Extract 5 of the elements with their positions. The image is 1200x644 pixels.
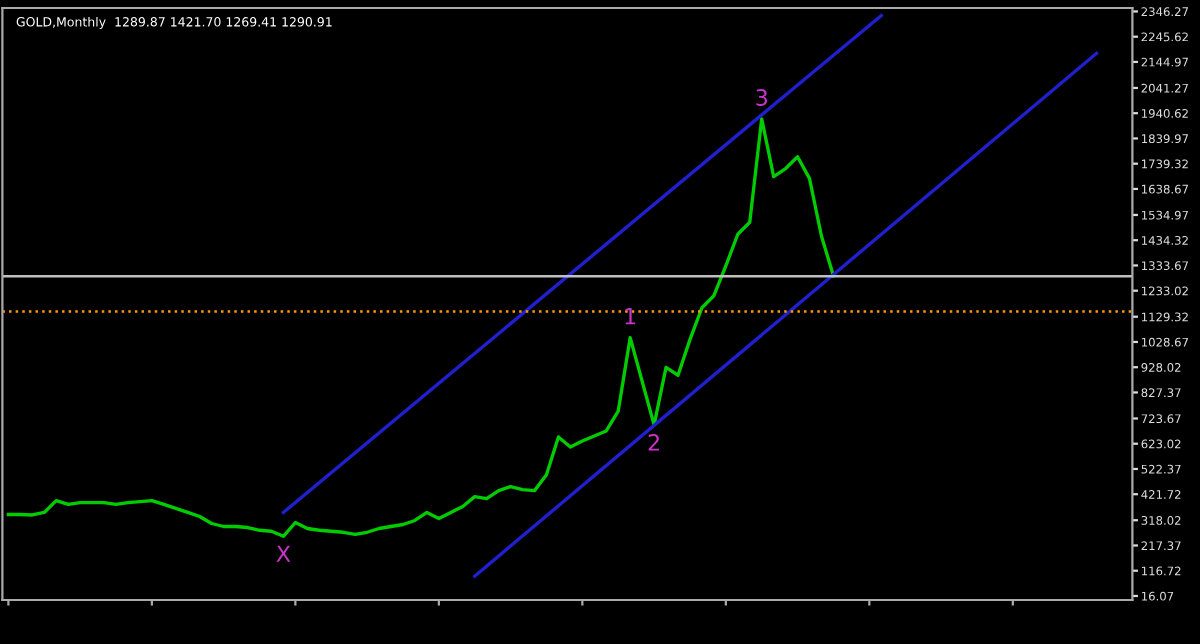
annotation: X <box>276 545 291 562</box>
annotation: 3 <box>756 89 767 106</box>
line-series <box>6 117 836 538</box>
annotation: 2 <box>648 433 659 451</box>
annotation: 1 <box>625 308 636 325</box>
